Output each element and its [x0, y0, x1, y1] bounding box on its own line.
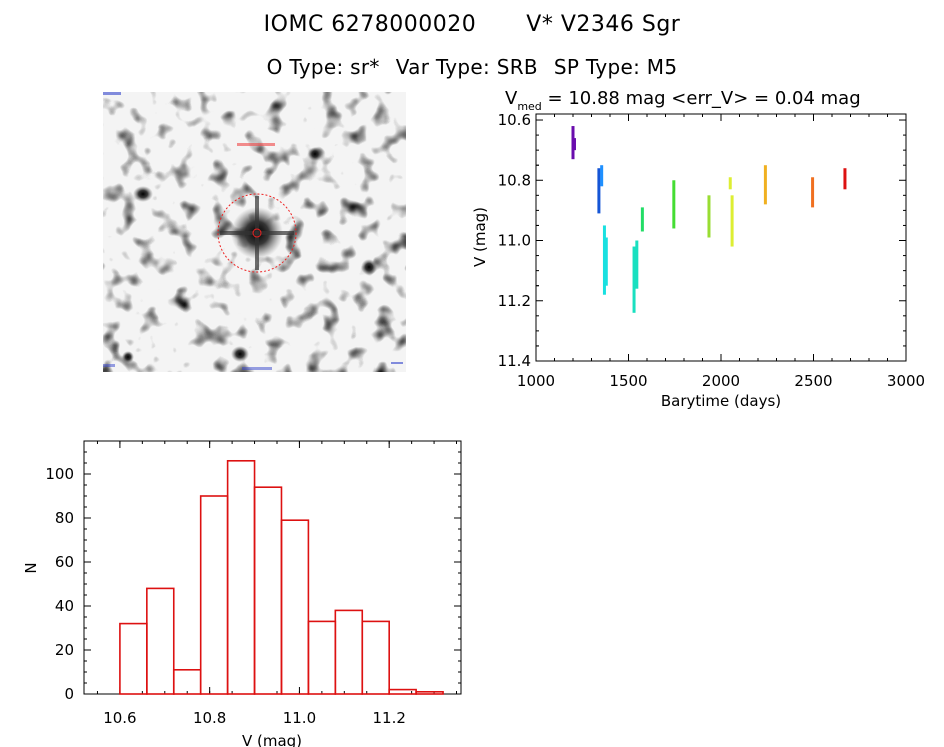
histogram-bar [172, 668, 202, 695]
lc-xtick-label: 1500 [609, 372, 647, 390]
hist-ytick-label: 20 [55, 641, 74, 659]
histogram-bar [307, 620, 337, 695]
lc-ytick-label: 10.6 [498, 111, 531, 129]
hist-xtick-label: 10.6 [103, 709, 136, 727]
hist-xtick-label: 11.2 [372, 709, 405, 727]
lc-point-group [728, 177, 732, 190]
target-marker [252, 228, 262, 238]
histogram-bar [334, 609, 364, 695]
lc-xtick-label: 3000 [887, 372, 925, 390]
lc-point-group [635, 240, 639, 289]
histogram-bar [253, 486, 283, 695]
lc-ytick-label: 11.0 [498, 232, 531, 250]
title-rest: = 10.88 mag <err_V> = 0.04 mag [542, 88, 861, 109]
object-id: IOMC 6278000020 [263, 12, 477, 37]
histogram-frame [83, 440, 462, 695]
hist-ytick-label: 60 [55, 553, 74, 571]
light-curve-frame [535, 113, 907, 362]
page-subtitle: O Type: sr* Var Type: SRB SP Type: M5 [0, 55, 944, 79]
light-curve-xlabel: Barytime (days) [661, 392, 781, 410]
light-curve-chart: Vmed = 10.88 mag <err_V> = 0.04 mag Bary… [471, 88, 925, 410]
hist-ytick-label: 40 [55, 597, 74, 615]
lc-xtick-label: 2000 [702, 372, 740, 390]
lc-point-group [811, 177, 815, 208]
histogram-chart: V (mag) N 10.6 10.8 11.0 11.2 0 20 40 60 80 100 [22, 440, 462, 747]
lc-ytick-label: 11.2 [498, 292, 531, 310]
sky-image [103, 92, 406, 372]
object-type: O Type: sr* [266, 55, 380, 79]
lc-xtick-label: 1000 [517, 372, 555, 390]
lc-point-group [632, 246, 636, 313]
target-circle [217, 193, 297, 273]
variability-type: Var Type: SRB [395, 55, 538, 79]
lc-point-group [672, 180, 676, 229]
lc-point-group [843, 168, 847, 190]
light-curve-ylabel: V (mag) [471, 207, 489, 267]
hist-xtick-label: 10.8 [193, 709, 226, 727]
lc-point-group [597, 168, 601, 214]
histogram-bar [415, 690, 444, 695]
histogram-bar [280, 519, 310, 695]
lc-point-group [604, 237, 608, 286]
histogram-ylabel: N [22, 562, 40, 573]
hist-ytick-label: 0 [64, 685, 74, 703]
lc-point-group [640, 207, 644, 232]
object-name: V* V2346 Sgr [526, 12, 681, 37]
title-sub: med [517, 100, 541, 113]
lc-ytick-label: 11.4 [498, 352, 531, 370]
lc-ytick-label: 10.8 [498, 171, 531, 189]
lc-point-group [600, 165, 604, 187]
page-title: IOMC 6278000020 V* V2346 Sgr [0, 12, 944, 37]
histogram-bar [146, 587, 175, 695]
lc-xtick-label: 2500 [794, 372, 832, 390]
spectral-type: SP Type: M5 [553, 55, 678, 79]
histogram-bar [199, 495, 229, 695]
lc-point-group [730, 195, 734, 247]
lc-point-group [707, 195, 711, 238]
histogram-bar [119, 622, 148, 695]
hist-ytick-label: 80 [55, 509, 74, 527]
title-v: V [505, 88, 518, 109]
histogram-bar [361, 620, 390, 695]
light-curve-title: Vmed = 10.88 mag <err_V> = 0.04 mag [505, 88, 861, 113]
histogram-xlabel: V (mag) [242, 732, 302, 747]
lc-point-group [572, 138, 576, 151]
histogram-bar [226, 459, 256, 695]
hist-ytick-label: 100 [45, 465, 74, 483]
lc-point-group [763, 165, 767, 205]
lc-point-group [602, 225, 606, 295]
hist-xtick-label: 11.0 [283, 709, 316, 727]
